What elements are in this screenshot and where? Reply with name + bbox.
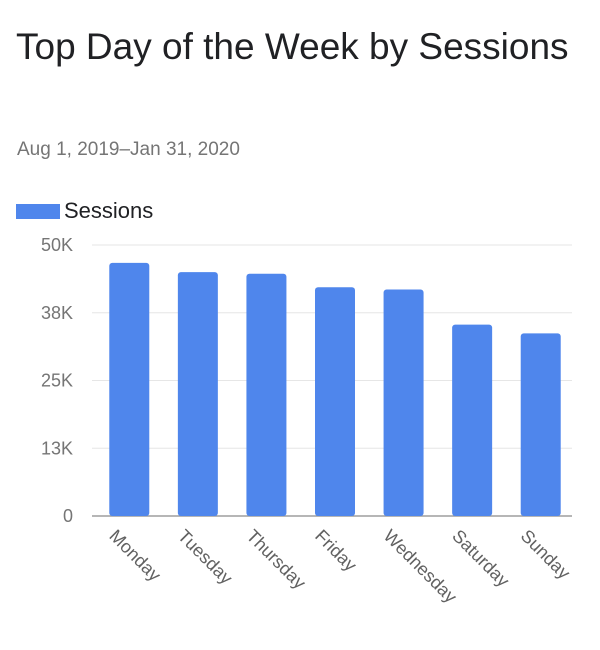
legend[interactable]: Sessions	[16, 198, 153, 224]
y-tick-label: 13K	[41, 438, 73, 458]
bar-monday[interactable]	[109, 262, 150, 516]
bar-wednesday[interactable]	[383, 289, 424, 516]
x-tick-label: Monday	[105, 526, 164, 585]
y-tick-label: 50K	[41, 235, 73, 255]
x-tick-label: Friday	[311, 526, 361, 576]
bar-friday[interactable]	[315, 287, 355, 516]
bar-tuesday[interactable]	[177, 272, 218, 516]
y-tick-label: 38K	[41, 303, 73, 323]
y-axis-ticks: 0 13K 25K 38K 50K	[41, 235, 73, 526]
legend-swatch	[16, 203, 60, 219]
y-tick-label: 0	[63, 506, 73, 526]
x-axis-labels: Monday Tuesday Thursday Friday WednesdaySatu…	[105, 526, 574, 607]
x-tick-label: Tuesday	[174, 526, 236, 588]
bars	[109, 262, 561, 516]
bar-thursday[interactable]	[246, 273, 287, 516]
x-tick-label: Saturday	[448, 526, 513, 591]
chart-title: Top Day of the Week by Sessions	[16, 26, 569, 67]
date-range: Aug 1, 2019–Jan 31, 2020	[17, 139, 240, 160]
bar-saturday[interactable]	[452, 324, 493, 516]
x-tick-label: Thursday	[243, 526, 310, 593]
legend-label: Sessions	[64, 198, 154, 223]
x-tick-label: Wednesday	[380, 526, 461, 607]
y-tick-label: 25K	[41, 371, 73, 391]
bar-sunday[interactable]	[520, 333, 561, 516]
x-tick-label: Sunday	[517, 526, 574, 583]
